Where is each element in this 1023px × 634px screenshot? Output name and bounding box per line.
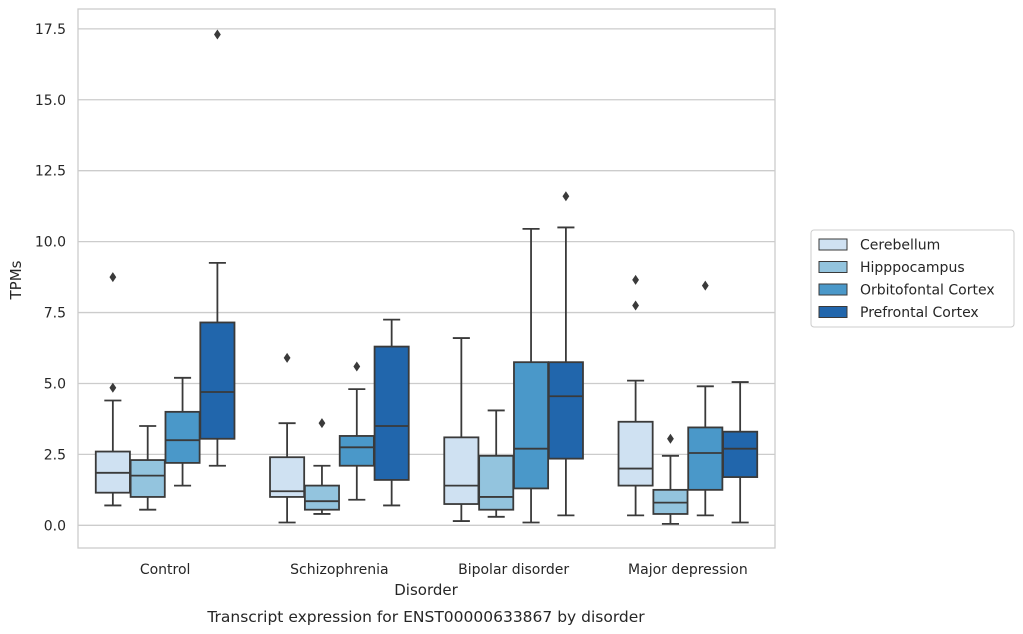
box <box>129 425 166 511</box>
outlier-point <box>632 274 639 285</box>
outlier-point <box>109 382 117 393</box>
box <box>338 361 375 501</box>
box-body <box>687 426 724 491</box>
box-groups <box>94 29 759 525</box>
box-body <box>373 345 410 481</box>
box-body <box>443 436 480 505</box>
x-tick-label: Major depression <box>628 562 748 578</box>
plot-frame <box>77 8 776 549</box>
y-tick-label: 0.0 <box>44 518 66 534</box>
y-axis-label: TPMs <box>7 260 25 300</box>
box <box>652 433 689 525</box>
box-body <box>722 430 759 478</box>
x-axis-ticks: Control Schizophrenia Bipolar disorder Majo… <box>140 562 748 578</box>
box-body <box>164 410 201 464</box>
legend-label: Prefrontal Cortex <box>860 305 979 321</box>
y-tick-label: 17.5 <box>35 22 66 38</box>
x-tick-label: Bipolar disorder <box>458 562 569 578</box>
box <box>94 272 131 507</box>
box-body <box>129 459 166 498</box>
series-prefrontal-cortex <box>199 29 759 524</box>
y-tick-label: 2.5 <box>44 447 66 463</box>
box <box>443 337 480 522</box>
y-tick-label: 5.0 <box>44 376 66 392</box>
box-body <box>513 361 550 490</box>
outlier-point <box>353 361 361 372</box>
y-tick-label: 10.0 <box>35 235 66 251</box>
legend-swatch <box>818 283 848 296</box>
box <box>547 191 584 517</box>
x-tick-label: Schizophrenia <box>290 562 388 578</box>
box-body <box>269 456 306 498</box>
box-body <box>617 420 654 487</box>
legend-swatch <box>818 238 848 251</box>
outlier-point <box>667 433 674 444</box>
outlier-point <box>283 352 291 363</box>
outlier-point <box>632 300 639 311</box>
y-tick-label: 7.5 <box>44 306 66 322</box>
legend-label: Cerebellum <box>860 238 940 254</box>
y-tick-label: 15.0 <box>35 93 66 109</box>
y-tick-label: 12.5 <box>35 164 66 180</box>
outlier-point <box>318 418 326 429</box>
legend-swatch <box>818 306 848 318</box>
x-axis-label: Disorder <box>394 581 458 599</box>
legend-label: Hipppocampus <box>860 260 965 276</box>
series-cerebellum <box>94 272 654 524</box>
box <box>513 227 550 524</box>
legend-label: Orbitofontal Cortex <box>860 283 995 299</box>
outlier-point <box>109 272 117 283</box>
x-tick-label: Control <box>140 562 191 578</box>
outlier-point <box>562 191 570 202</box>
box-body <box>199 321 236 440</box>
outlier-point <box>214 29 221 40</box>
figure-caption: Transcript expression for ENST0000063386… <box>206 608 645 626</box>
box <box>199 29 236 467</box>
legend: Cerebellum Hipppocampus Orbitofontal Corte… <box>810 229 1015 328</box>
box <box>617 274 654 517</box>
outlier-point <box>701 280 709 291</box>
box-body <box>338 435 375 467</box>
legend-box <box>810 229 1015 328</box>
box <box>303 418 340 515</box>
box <box>373 318 410 507</box>
box <box>269 352 306 524</box>
box <box>722 381 759 524</box>
box-body <box>478 454 515 511</box>
y-axis-ticks: 0.0 2.5 5.0 7.5 10.0 12.5 15.0 17.5 <box>35 22 66 534</box>
box-body <box>547 361 584 460</box>
series-orbitofontal-cortex <box>164 227 724 524</box>
box-body <box>303 484 340 511</box>
legend-swatch <box>818 261 848 273</box>
